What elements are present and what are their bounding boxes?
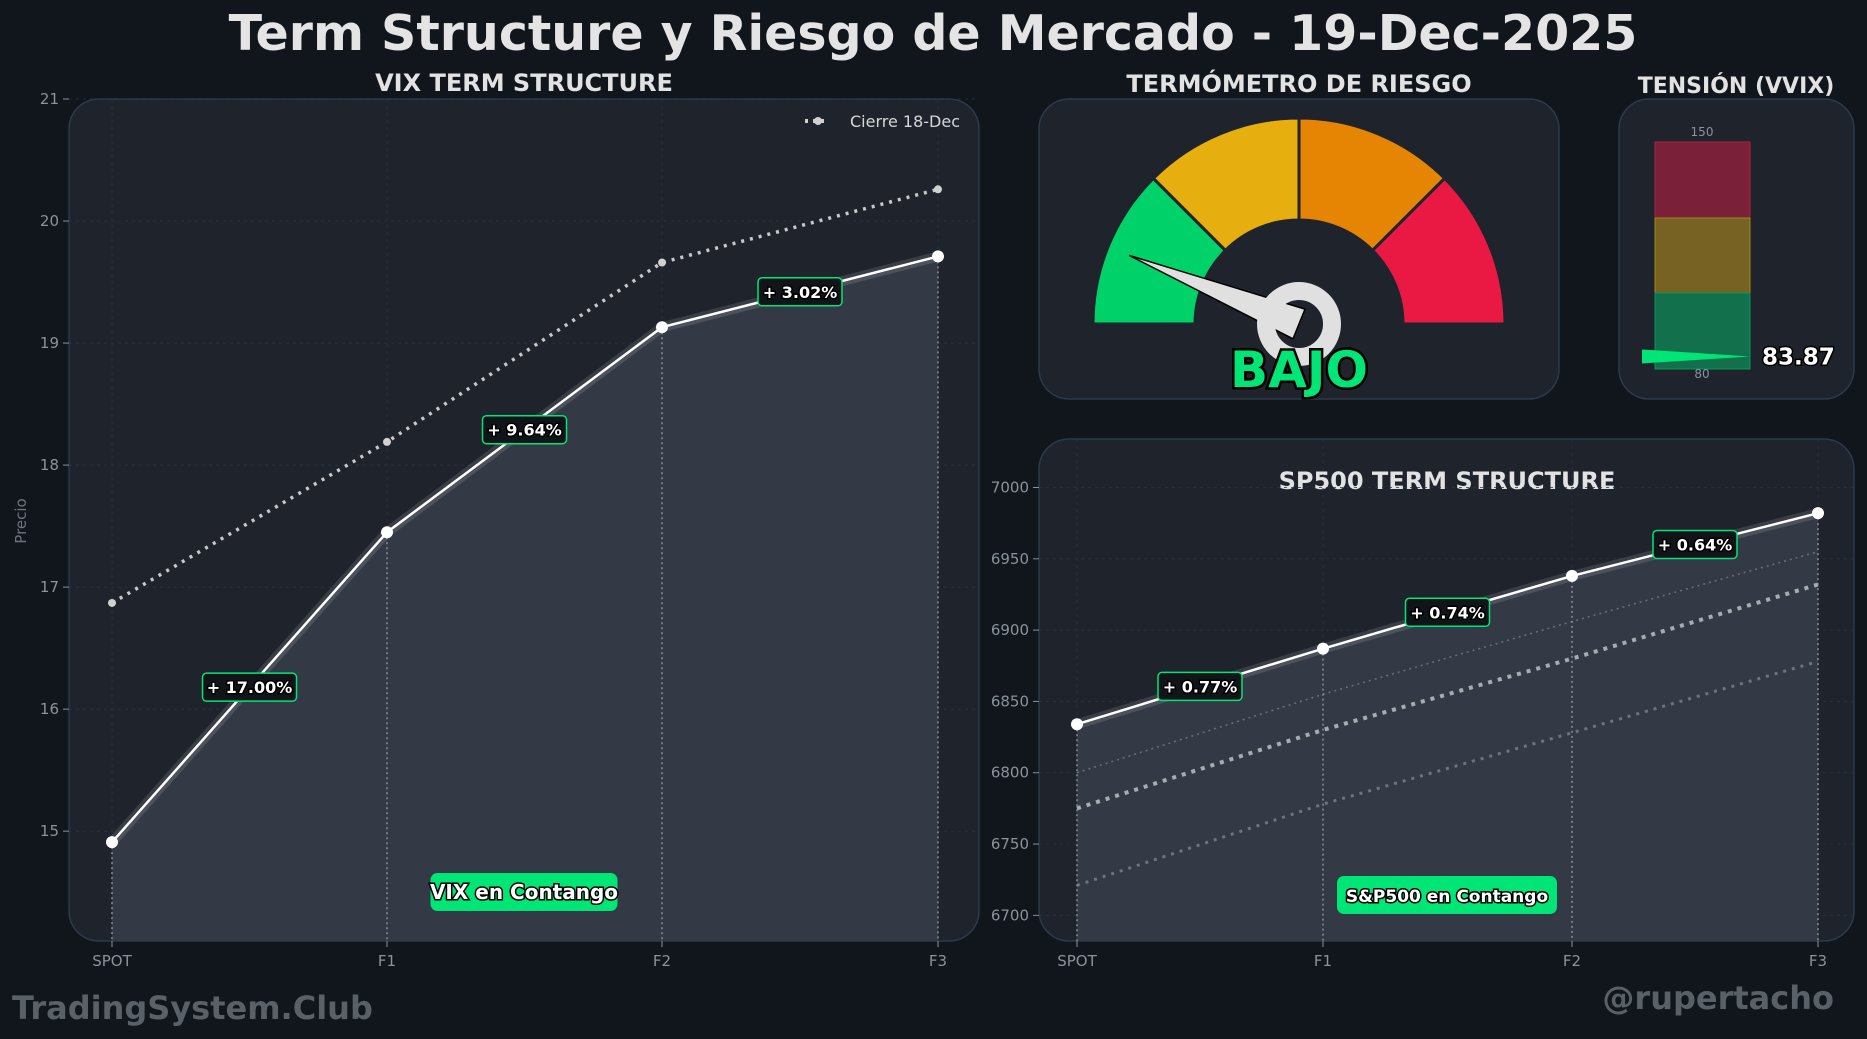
y-tick-label: 6900 bbox=[991, 621, 1029, 639]
vix-title: VIX TERM STRUCTURE bbox=[375, 69, 673, 97]
sp500-chart: SP500 TERM STRUCTURE 6700 6750 6800 6850 690… bbox=[991, 438, 1855, 970]
x-tick-label: F2 bbox=[653, 952, 671, 970]
change-badge-label: + 17.00% bbox=[207, 678, 293, 697]
vix-legend: Cierre 18-Dec bbox=[805, 112, 960, 131]
vvix-meter: TENSIÓN (VVIX) 150 80 83.87 bbox=[1618, 73, 1855, 400]
change-badge bbox=[1157, 671, 1243, 702]
x-tick-label: SPOT bbox=[1057, 952, 1097, 970]
y-tick-label: 17 bbox=[40, 578, 59, 596]
y-tick-label: 6800 bbox=[991, 764, 1029, 782]
series-point bbox=[383, 437, 391, 446]
page-title: Term Structure y Riesgo de Mercado - 19-… bbox=[229, 5, 1638, 62]
change-badge bbox=[1404, 597, 1491, 628]
x-tick-label: F2 bbox=[1563, 952, 1581, 970]
vvix-zone-high bbox=[1654, 141, 1751, 219]
vix-chart: VIX TERM STRUCTURE Precio Cierre 18-Dec … bbox=[12, 69, 980, 970]
footer-handle: @rupertacho bbox=[1602, 979, 1834, 1017]
main-point bbox=[1812, 507, 1824, 520]
contango-badge bbox=[430, 873, 618, 911]
change-badge bbox=[481, 414, 568, 445]
legend-label: Cierre 18-Dec bbox=[850, 112, 960, 131]
x-tick-label: SPOT bbox=[92, 952, 132, 970]
main-point bbox=[381, 526, 393, 539]
y-tick-label: 6750 bbox=[991, 835, 1029, 853]
series-point bbox=[108, 598, 116, 607]
change-badge-label: + 0.74% bbox=[1410, 603, 1484, 622]
gauge-level-label: BAJO bbox=[1230, 341, 1368, 399]
series-point bbox=[934, 185, 942, 194]
vvix-zone-mid bbox=[1654, 217, 1751, 294]
vvix-title: TENSIÓN (VVIX) bbox=[1638, 73, 1835, 99]
contango-badge bbox=[1337, 876, 1557, 914]
area-fill bbox=[112, 256, 938, 942]
y-tick-label: 21 bbox=[40, 90, 59, 108]
gauge-title: TERMÓMETRO DE RIESGO bbox=[1126, 68, 1471, 98]
y-tick-label: 6850 bbox=[991, 692, 1029, 710]
change-badge bbox=[1652, 529, 1738, 560]
y-tick-label: 19 bbox=[40, 334, 59, 352]
contango-label: S&P500 en Contango bbox=[1346, 887, 1548, 907]
sp500-title: SP500 TERM STRUCTURE bbox=[1279, 467, 1616, 495]
series-point bbox=[658, 258, 666, 267]
y-tick-label: 6950 bbox=[991, 550, 1029, 568]
y-tick-label: 15 bbox=[40, 822, 59, 840]
main-point bbox=[106, 836, 118, 849]
main-point bbox=[932, 250, 944, 263]
vix-ylabel: Precio bbox=[12, 498, 30, 543]
risk-gauge: TERMÓMETRO DE RIESGO BAJO bbox=[1038, 68, 1560, 402]
footer-brand: TradingSystem.Club bbox=[12, 989, 373, 1027]
x-tick-label: F1 bbox=[1314, 952, 1332, 970]
main-point bbox=[656, 321, 668, 334]
main-point bbox=[1071, 718, 1083, 731]
main-point bbox=[1566, 569, 1578, 582]
vvix-pointer-icon bbox=[1642, 349, 1750, 364]
change-badge bbox=[757, 277, 843, 307]
y-tick-label: 20 bbox=[40, 212, 59, 230]
vvix-max-label: 150 bbox=[1691, 125, 1714, 139]
change-badge-label: + 0.64% bbox=[1658, 536, 1732, 555]
area-fill bbox=[1077, 513, 1818, 941]
series-line bbox=[1076, 660, 1819, 887]
gauge-hub-icon bbox=[1257, 282, 1341, 366]
x-tick-label: F1 bbox=[378, 952, 396, 970]
legend-marker-icon bbox=[814, 117, 822, 125]
y-tick-label: 7000 bbox=[991, 478, 1029, 496]
change-badge bbox=[201, 672, 298, 702]
gauge-segment-red bbox=[1370, 176, 1507, 326]
x-tick-label: F3 bbox=[1809, 952, 1827, 970]
y-tick-label: 18 bbox=[40, 456, 59, 474]
change-badge-label: + 9.64% bbox=[487, 421, 561, 440]
change-badge-label: + 3.02% bbox=[763, 283, 837, 302]
main-point bbox=[1317, 642, 1329, 655]
y-tick-label: 6700 bbox=[991, 906, 1029, 924]
contango-label: VIX en Contango bbox=[430, 880, 618, 904]
x-tick-label: F3 bbox=[929, 952, 947, 970]
change-badge-label: + 0.77% bbox=[1163, 677, 1237, 696]
y-tick-label: 16 bbox=[40, 700, 59, 718]
vvix-min-label: 80 bbox=[1694, 367, 1709, 381]
vvix-value: 83.87 bbox=[1762, 344, 1835, 370]
